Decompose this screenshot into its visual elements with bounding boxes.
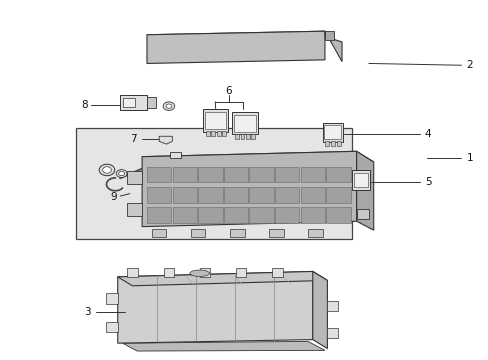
Ellipse shape	[189, 270, 209, 276]
Bar	[325, 187, 350, 203]
Bar	[172, 207, 197, 223]
Text: 2: 2	[466, 60, 472, 70]
Bar	[274, 207, 299, 223]
Bar	[356, 209, 368, 220]
Bar	[222, 131, 225, 136]
Bar	[307, 229, 322, 237]
Bar	[235, 134, 239, 139]
Bar	[251, 134, 255, 139]
Bar	[353, 173, 367, 187]
Bar	[325, 31, 333, 40]
Text: 8: 8	[81, 100, 87, 110]
Text: 6: 6	[225, 86, 232, 96]
Polygon shape	[142, 151, 373, 169]
Text: 1: 1	[466, 153, 472, 163]
Bar	[211, 131, 215, 136]
Bar	[105, 293, 118, 304]
Polygon shape	[118, 271, 312, 343]
Bar	[271, 268, 282, 277]
Bar	[190, 229, 205, 237]
Text: 5: 5	[424, 177, 430, 187]
Bar	[336, 141, 340, 146]
Circle shape	[99, 164, 115, 176]
Bar	[224, 167, 247, 183]
Bar	[229, 229, 244, 237]
Bar	[76, 128, 351, 239]
Polygon shape	[147, 31, 327, 42]
Circle shape	[163, 102, 174, 111]
Bar	[147, 187, 171, 203]
Bar	[216, 131, 220, 136]
Bar	[325, 207, 350, 223]
Bar	[147, 207, 171, 223]
Bar	[105, 321, 118, 332]
Bar	[351, 170, 369, 190]
Bar	[204, 112, 226, 129]
Polygon shape	[356, 151, 373, 230]
Bar	[205, 131, 209, 136]
Bar	[172, 167, 197, 183]
Bar	[300, 187, 325, 203]
Bar	[127, 171, 142, 184]
Text: 4: 4	[424, 129, 430, 139]
Polygon shape	[147, 31, 325, 63]
Bar	[127, 268, 138, 277]
Bar	[322, 123, 342, 141]
Bar	[232, 112, 257, 134]
Bar	[224, 187, 247, 203]
Polygon shape	[312, 271, 327, 348]
Bar	[163, 268, 174, 277]
Bar	[356, 175, 368, 185]
Bar	[245, 134, 249, 139]
Text: 3: 3	[84, 307, 91, 316]
Bar	[330, 141, 334, 146]
Bar	[203, 109, 228, 132]
Bar	[268, 229, 283, 237]
Bar	[172, 187, 197, 203]
Text: 7: 7	[130, 134, 137, 144]
Bar	[327, 328, 337, 338]
Bar	[249, 187, 273, 203]
Bar	[224, 207, 247, 223]
Bar	[235, 268, 246, 277]
Bar	[127, 203, 142, 216]
Bar	[325, 167, 350, 183]
Bar	[325, 141, 329, 146]
Bar	[198, 167, 222, 183]
Circle shape	[165, 104, 171, 108]
Polygon shape	[142, 151, 356, 226]
Bar	[147, 167, 171, 183]
Bar	[234, 115, 255, 132]
Bar	[170, 152, 181, 158]
Circle shape	[119, 171, 124, 176]
Bar	[120, 95, 147, 110]
Bar	[198, 207, 222, 223]
Text: 9: 9	[110, 192, 117, 202]
Bar	[240, 134, 244, 139]
Polygon shape	[122, 341, 325, 351]
Bar	[300, 207, 325, 223]
Bar	[198, 187, 222, 203]
Bar	[300, 167, 325, 183]
Bar	[199, 268, 210, 277]
Bar	[324, 125, 340, 139]
Circle shape	[116, 170, 127, 177]
Circle shape	[102, 167, 111, 173]
Polygon shape	[159, 136, 172, 144]
Polygon shape	[325, 31, 341, 62]
Bar	[327, 301, 337, 311]
Bar	[152, 229, 166, 237]
Bar	[274, 187, 299, 203]
Bar	[147, 97, 156, 108]
Polygon shape	[118, 271, 327, 286]
Bar	[122, 98, 135, 107]
Bar	[249, 207, 273, 223]
Bar	[249, 167, 273, 183]
Bar	[274, 167, 299, 183]
